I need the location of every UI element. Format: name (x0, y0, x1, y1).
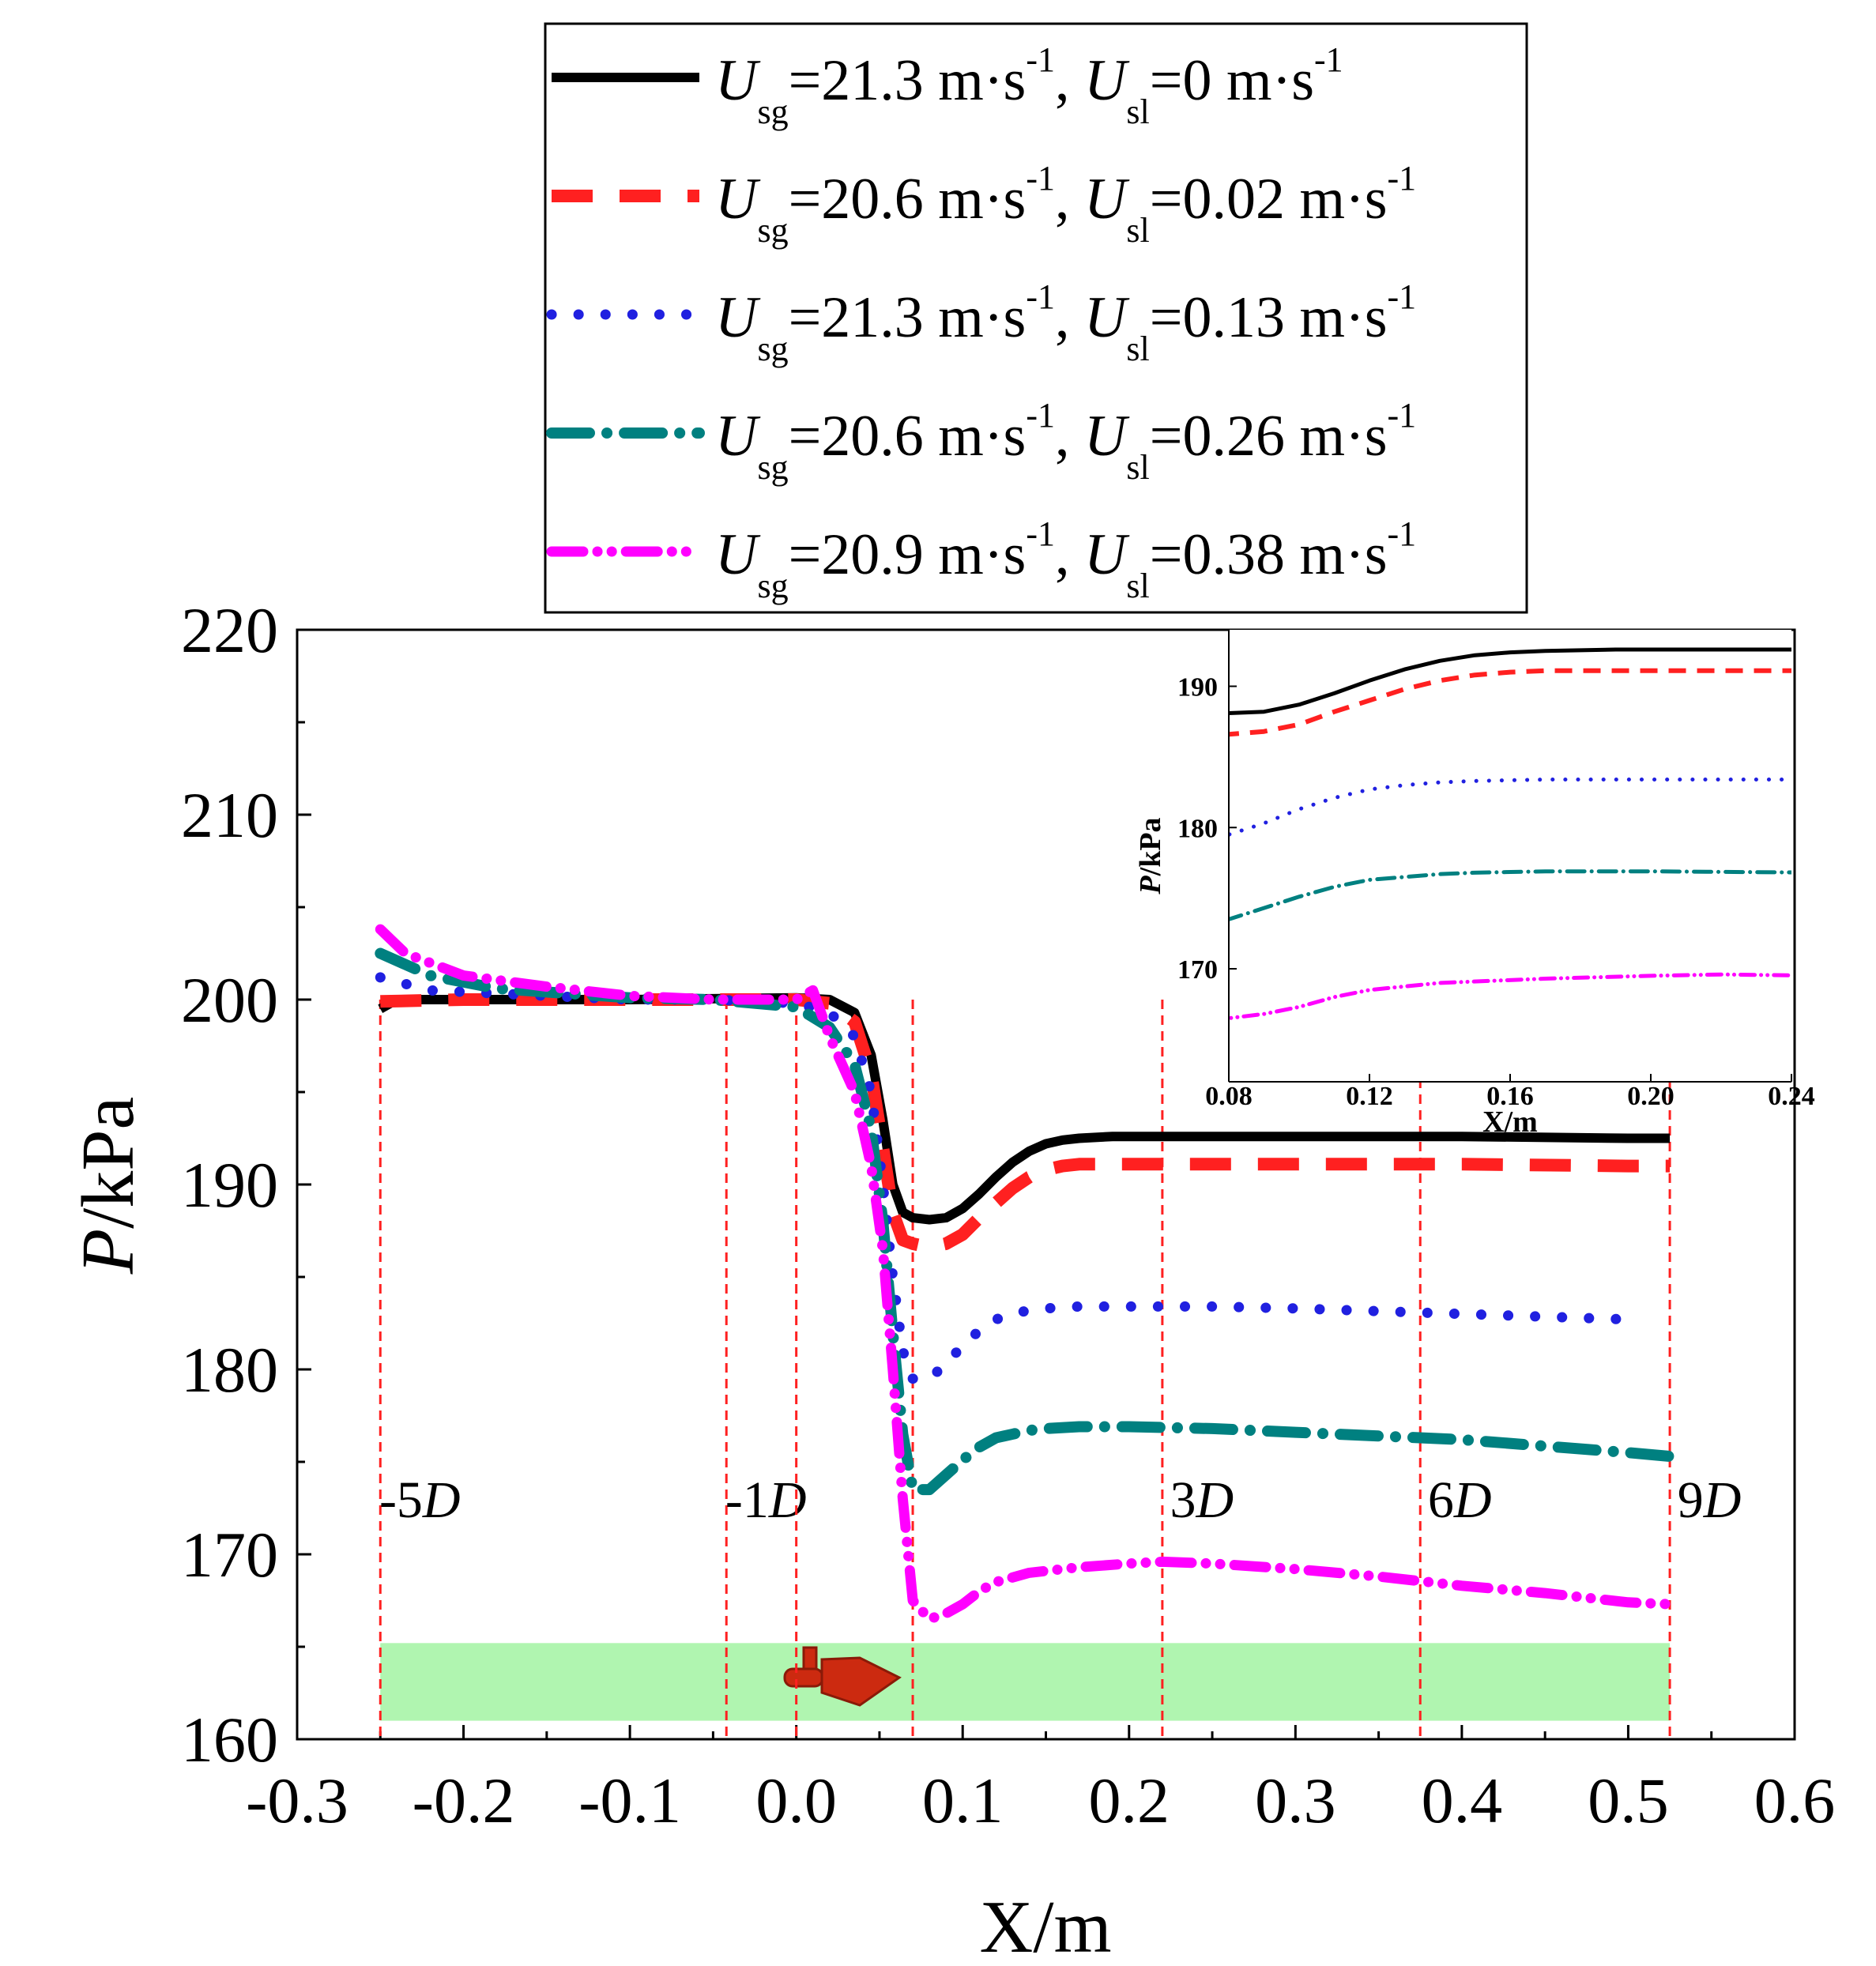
inset-chart: 0.08 0.12 0.16 0.20 0.24 170 180 190 X/m P/kPa (1134, 630, 1815, 1139)
series-line (375, 924, 1675, 1625)
x-tick-label: 0.6 (1754, 1765, 1836, 1836)
marker-label: -5D (379, 1471, 461, 1529)
legend-entry: Usg=20.6 m·s-1, Usl=0.26 m·s-1 (715, 396, 1416, 487)
inset-series-line (1229, 647, 1791, 715)
x-tick-label: -0.1 (578, 1765, 681, 1836)
inset-x-tick-label: 0.12 (1346, 1082, 1393, 1111)
marker-label: 6D (1428, 1471, 1492, 1529)
inset-y-tick-label: 180 (1177, 814, 1218, 843)
inset-series-group (1229, 647, 1791, 1021)
x-tick-label: -0.2 (412, 1765, 515, 1836)
inset-series-line (1229, 668, 1791, 737)
x-axis-title: X/m (979, 1886, 1111, 1966)
inset-tick-labels: 0.08 0.12 0.16 0.20 0.24 170 180 190 (1177, 673, 1815, 1112)
inset-x-tick-label: 0.24 (1768, 1082, 1815, 1111)
pipe-band (380, 1643, 1671, 1721)
inset-x-tick-label: 0.08 (1205, 1082, 1253, 1111)
inset-y-tick-label: 170 (1177, 955, 1218, 985)
inset-y-axis-title: P/kPa (1134, 817, 1167, 894)
main-axis-ticks (296, 628, 1796, 1741)
marker-label: 3D (1170, 1471, 1234, 1529)
x-tick-label: 0.2 (1089, 1765, 1170, 1836)
x-tick-label: 0.1 (922, 1765, 1004, 1836)
y-tick-label: 190 (181, 1149, 278, 1221)
y-tick-label: 210 (181, 779, 278, 851)
y-tick-labels: 160 170 180 190 200 210 220 (181, 594, 278, 1776)
x-tick-label: 0.4 (1422, 1765, 1503, 1836)
inset-background (1229, 630, 1791, 1082)
inset-y-tick-label: 190 (1177, 673, 1218, 702)
x-tick-label: 0.0 (755, 1765, 837, 1836)
y-tick-label: 180 (181, 1334, 278, 1406)
inset-series-line (1229, 869, 1791, 921)
marker-label: -1D (725, 1471, 807, 1529)
legend-entry: Usg=20.6 m·s-1, Usl=0.02 m·s-1 (715, 159, 1416, 250)
inset-series-line (1229, 778, 1791, 837)
series-group (375, 924, 1676, 1625)
legend: Usg=21.3 m·s-1, Usl=0 m·s-1 Usg=20.6 m·s-… (544, 22, 1528, 614)
legend-entry: Usg=20.9 m·s-1, Usl=0.38 m·s-1 (715, 514, 1416, 605)
x-tick-label: -0.3 (246, 1765, 348, 1836)
legend-entry: Usg=21.3 m·s-1, Usl=0 m·s-1 (715, 40, 1343, 131)
position-markers: -5D -1D 3D 6D 9D (379, 1000, 1741, 1738)
nozzle-icon (783, 1646, 902, 1707)
y-tick-label: 220 (181, 594, 278, 666)
legend-entry: Usg=21.3 m·s-1, Usl=0.13 m·s-1 (715, 277, 1416, 368)
legend-box (544, 22, 1528, 614)
y-tick-label: 160 (181, 1704, 278, 1776)
x-tick-labels: -0.3 -0.2 -0.1 0.0 0.1 0.2 0.3 0.4 0.5 0.6 (246, 1765, 1835, 1836)
x-tick-label: 0.5 (1588, 1765, 1669, 1836)
inset-ticks (1228, 685, 1792, 1082)
marker-label: 9D (1678, 1471, 1742, 1529)
y-axis-title: P/kPa (67, 1097, 149, 1275)
inset-x-tick-label: 0.20 (1627, 1082, 1674, 1111)
x-tick-label: 0.3 (1255, 1765, 1336, 1836)
inset-x-axis-title: X/m (1482, 1105, 1538, 1139)
y-tick-label: 170 (181, 1519, 278, 1591)
y-tick-label: 200 (181, 964, 278, 1036)
inset-x-tick-label: 0.16 (1486, 1082, 1534, 1111)
